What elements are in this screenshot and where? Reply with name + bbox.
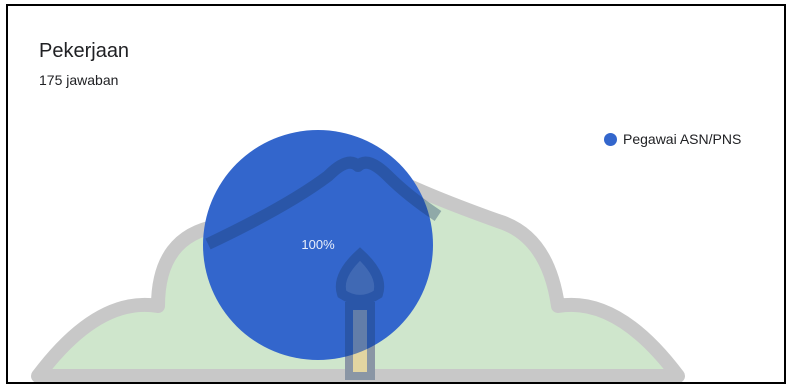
pie-slice-1 <box>203 130 433 360</box>
chart-legend: Pegawai ASN/PNS <box>604 131 741 147</box>
watermark-flame <box>335 247 385 305</box>
chart-card: Pekerjaan 175 jawaban 100% Pegawai ASN/P… <box>6 4 786 384</box>
chart-title: Pekerjaan <box>39 40 130 62</box>
chart-subtitle: 175 jawaban <box>39 72 119 88</box>
legend-label: Pegawai ASN/PNS <box>623 131 742 147</box>
pie-chart: 100% <box>31 130 685 382</box>
pie-slices <box>203 130 433 360</box>
pie-data-label: 100% <box>301 237 335 252</box>
legend-swatch <box>604 132 617 146</box>
